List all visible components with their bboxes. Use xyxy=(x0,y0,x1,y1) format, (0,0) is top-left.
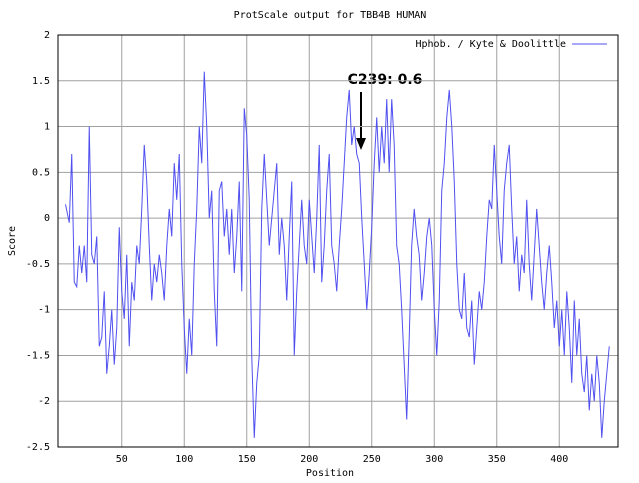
x-tick-label: 50 xyxy=(116,454,128,465)
y-tick-label: 0.5 xyxy=(32,167,50,178)
y-tick-label: 2 xyxy=(44,30,50,41)
x-axis-label: Position xyxy=(306,468,354,479)
y-axis-label: Score xyxy=(7,226,18,256)
chart-title: ProtScale output for TBB4B HUMAN xyxy=(234,10,427,21)
x-tick-label: 350 xyxy=(488,454,506,465)
y-tick-label: -2.5 xyxy=(26,442,50,453)
x-tick-label: 400 xyxy=(550,454,568,465)
x-tick-label: 200 xyxy=(300,454,318,465)
y-tick-label: -1.5 xyxy=(26,350,50,361)
x-tick-label: 250 xyxy=(363,454,381,465)
legend-label: Hphob. / Kyte & Doolittle xyxy=(415,39,566,50)
y-tick-label: -2 xyxy=(38,396,50,407)
x-tick-label: 150 xyxy=(238,454,256,465)
y-tick-label: 1.5 xyxy=(32,76,50,87)
annotation-arrowhead xyxy=(356,138,366,150)
y-tick-label: -1 xyxy=(38,305,50,316)
plot-frame xyxy=(57,34,619,448)
x-tick-label: 300 xyxy=(425,454,443,465)
annotation: C239: 0.6 xyxy=(348,72,423,88)
y-tick-label: 1 xyxy=(44,122,50,133)
score-line xyxy=(65,71,610,438)
x-tick-label: 100 xyxy=(175,454,193,465)
y-tick-label: -0.5 xyxy=(26,259,50,270)
y-tick-label: 0 xyxy=(44,213,50,224)
